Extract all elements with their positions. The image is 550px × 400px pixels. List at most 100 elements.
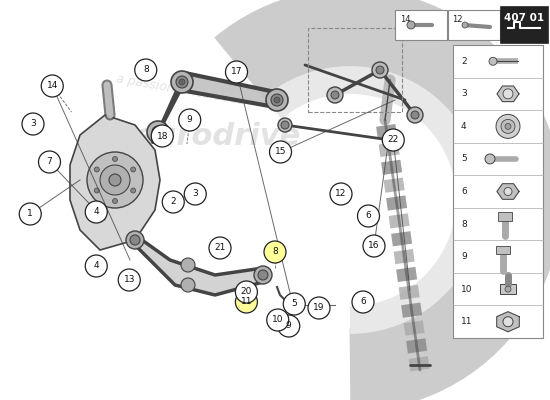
Circle shape <box>372 62 388 78</box>
Text: 21: 21 <box>214 244 225 252</box>
Text: 10: 10 <box>461 285 472 294</box>
Text: 17: 17 <box>231 68 242 76</box>
Text: 3: 3 <box>30 120 36 128</box>
Text: 18: 18 <box>157 132 168 140</box>
Circle shape <box>118 269 140 291</box>
Circle shape <box>270 141 292 163</box>
Text: 11: 11 <box>461 317 472 326</box>
Circle shape <box>386 136 394 144</box>
FancyBboxPatch shape <box>448 10 500 40</box>
Circle shape <box>39 151 60 173</box>
Polygon shape <box>70 115 160 250</box>
Circle shape <box>94 188 100 193</box>
Circle shape <box>503 89 513 99</box>
Text: 22: 22 <box>388 136 399 144</box>
Text: 16: 16 <box>368 242 379 250</box>
Circle shape <box>505 123 511 129</box>
Text: 3: 3 <box>461 89 467 98</box>
Circle shape <box>489 57 497 65</box>
Text: 6: 6 <box>461 187 467 196</box>
Circle shape <box>274 97 280 103</box>
Circle shape <box>85 255 107 277</box>
Circle shape <box>131 188 136 193</box>
FancyBboxPatch shape <box>453 45 543 338</box>
Circle shape <box>109 174 121 186</box>
Text: 9: 9 <box>187 116 192 124</box>
Circle shape <box>278 315 300 337</box>
Circle shape <box>278 118 292 132</box>
Circle shape <box>267 309 289 331</box>
Circle shape <box>181 258 195 272</box>
Circle shape <box>235 291 257 313</box>
FancyBboxPatch shape <box>501 7 548 43</box>
Circle shape <box>308 297 330 319</box>
Circle shape <box>352 291 374 313</box>
Circle shape <box>271 94 283 106</box>
Text: 14: 14 <box>400 16 410 24</box>
Circle shape <box>407 21 415 29</box>
Text: 4: 4 <box>94 208 99 216</box>
Text: 4: 4 <box>461 122 466 131</box>
Circle shape <box>266 89 288 111</box>
Circle shape <box>126 231 144 249</box>
Circle shape <box>113 198 118 204</box>
Text: 9: 9 <box>461 252 467 261</box>
Circle shape <box>281 121 289 129</box>
Circle shape <box>485 154 495 164</box>
FancyBboxPatch shape <box>500 284 516 294</box>
Text: 5: 5 <box>292 300 297 308</box>
Text: 4: 4 <box>94 262 99 270</box>
Circle shape <box>258 270 268 280</box>
Circle shape <box>235 281 257 303</box>
Text: 3: 3 <box>192 190 198 198</box>
Circle shape <box>155 129 161 135</box>
Circle shape <box>147 121 169 143</box>
Circle shape <box>176 76 188 88</box>
Text: 2: 2 <box>170 198 176 206</box>
Circle shape <box>87 152 143 208</box>
Circle shape <box>376 66 384 74</box>
Circle shape <box>503 317 513 327</box>
Circle shape <box>94 167 100 172</box>
Circle shape <box>113 156 118 162</box>
FancyBboxPatch shape <box>496 246 510 254</box>
Circle shape <box>152 126 164 138</box>
FancyBboxPatch shape <box>395 10 447 40</box>
Circle shape <box>184 183 206 205</box>
Text: 12: 12 <box>336 190 346 198</box>
Polygon shape <box>135 235 263 295</box>
Circle shape <box>383 133 397 147</box>
Circle shape <box>209 237 231 259</box>
Circle shape <box>382 129 404 151</box>
Circle shape <box>22 113 44 135</box>
Text: 13: 13 <box>124 276 135 284</box>
Text: 407 01: 407 01 <box>504 13 544 23</box>
Circle shape <box>496 114 520 138</box>
Circle shape <box>501 119 515 133</box>
Text: eurodrive: eurodrive <box>135 122 301 151</box>
Circle shape <box>171 71 193 93</box>
Polygon shape <box>153 73 280 142</box>
Circle shape <box>100 165 130 195</box>
Text: 19: 19 <box>314 304 324 312</box>
Circle shape <box>135 59 157 81</box>
Circle shape <box>330 183 352 205</box>
Circle shape <box>363 235 385 257</box>
Circle shape <box>130 235 140 245</box>
Text: 14: 14 <box>47 82 58 90</box>
Text: 11: 11 <box>241 298 252 306</box>
Circle shape <box>162 191 184 213</box>
Circle shape <box>331 91 339 99</box>
Text: 2: 2 <box>461 57 466 66</box>
FancyBboxPatch shape <box>498 212 512 221</box>
Circle shape <box>179 79 185 85</box>
Circle shape <box>131 167 136 172</box>
Text: 7: 7 <box>47 158 52 166</box>
Circle shape <box>181 278 195 292</box>
Text: 8: 8 <box>143 66 148 74</box>
Circle shape <box>358 205 379 227</box>
Circle shape <box>462 22 468 28</box>
Text: 1: 1 <box>28 210 33 218</box>
Circle shape <box>19 203 41 225</box>
Circle shape <box>327 87 343 103</box>
